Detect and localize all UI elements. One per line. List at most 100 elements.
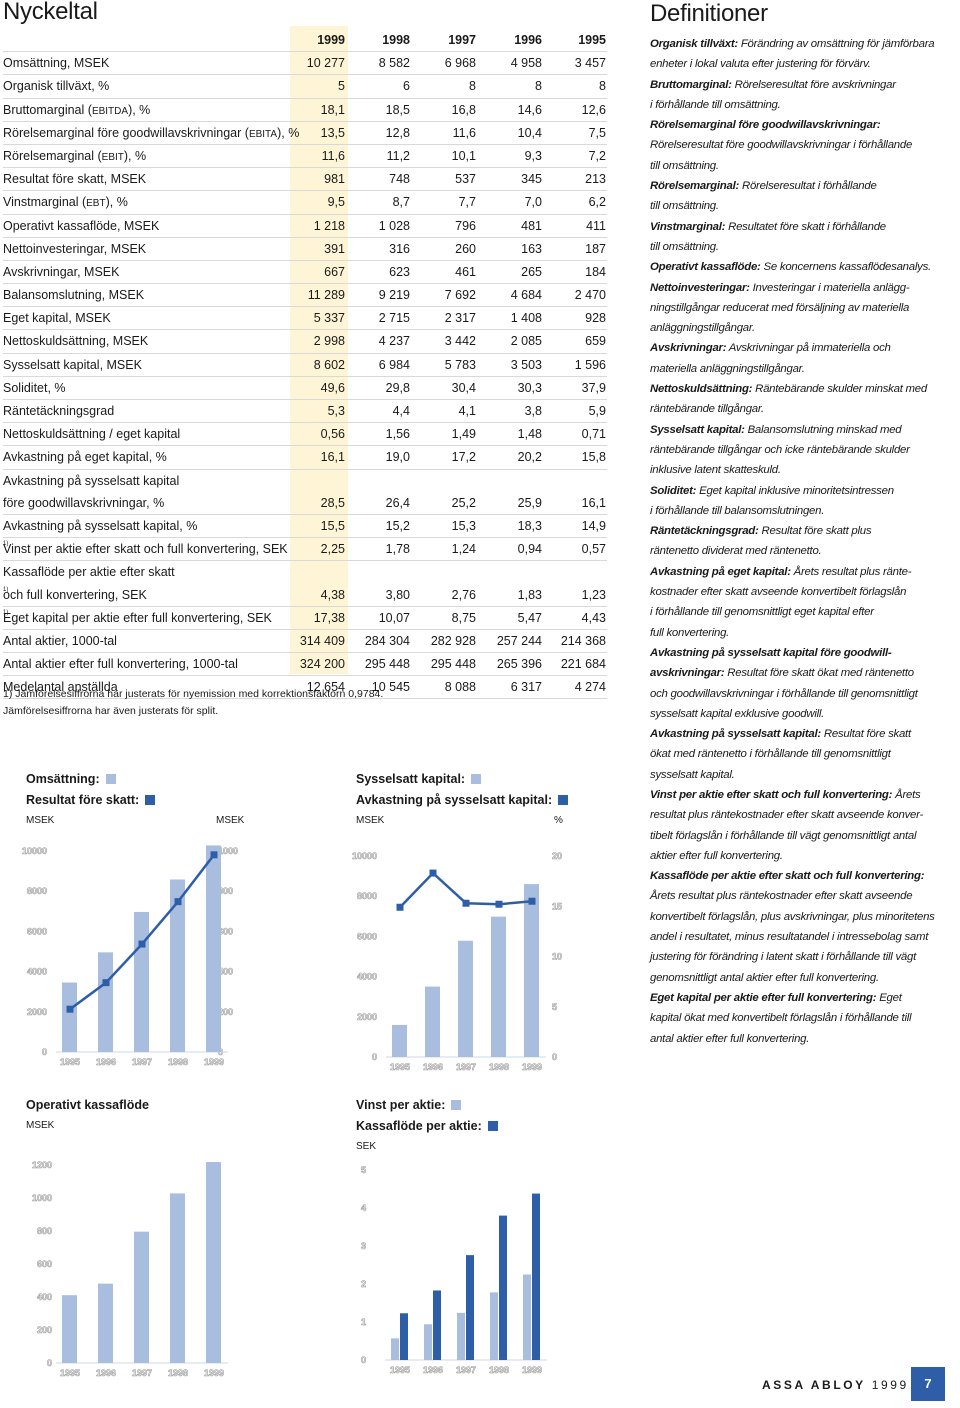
footnote-line: 1) Jämförelsesiffrorna har justerats för… xyxy=(3,688,384,700)
definition-text: materiella anläggningstillgångar. xyxy=(650,362,805,375)
definition-text: Rörelseresultat före avskrivningar xyxy=(734,78,896,91)
definitions-title: Definitioner xyxy=(650,0,768,27)
definition-text: Se koncernens kassaflödesanalys. xyxy=(763,261,932,274)
row-label: Avskrivningar, MSEK xyxy=(3,264,120,279)
table-cell: 461 xyxy=(455,264,476,279)
definition-item: Nettoskuldsättning: Räntebärande skulder… xyxy=(650,379,958,420)
table-cell: 6 968 xyxy=(444,56,476,71)
row-label: Nettoskuldsättning / eget kapital xyxy=(3,427,181,442)
definition-text: Förändring av omsättning för jämförbara xyxy=(740,38,935,50)
legend-swatch xyxy=(145,795,156,805)
y2-tick-label: 600 xyxy=(218,926,233,936)
x-tick-label: 1999 xyxy=(204,1368,224,1378)
row-label: Antal aktier, 1000-tal xyxy=(3,633,117,648)
table-cell: 0,56 xyxy=(320,427,345,442)
table-cell: 2 715 xyxy=(378,311,410,326)
definition-term: Vinst per aktie efter skatt och full kon… xyxy=(650,788,893,801)
y-tick-label: 4 xyxy=(361,1203,366,1213)
table-cell: 15,3 xyxy=(451,518,476,533)
year-header: 1998 xyxy=(382,33,410,47)
table-cell: 8 xyxy=(535,79,542,94)
table-cell: 6,2 xyxy=(588,195,606,210)
page-footer: ASSA ABLOY 1999 xyxy=(762,1378,909,1392)
line-point xyxy=(174,898,182,906)
table-cell: 295 448 xyxy=(364,657,410,672)
table-cell: 6 984 xyxy=(378,357,410,372)
definition-text: full konvertering. xyxy=(650,626,730,639)
legend-item: Vinst per aktie: xyxy=(356,1095,498,1116)
y-tick-label: 6000 xyxy=(27,926,47,936)
definition-term: Avkastning på sysselsatt kapital före go… xyxy=(650,646,892,659)
y2-tick-label: 400 xyxy=(218,967,233,977)
bar xyxy=(170,879,185,1052)
legend-item: Resultat före skatt: xyxy=(26,790,156,811)
table-cell: 3 457 xyxy=(574,56,606,71)
table-cell: 214 368 xyxy=(560,633,606,648)
table-row: Bruttomarginal (EBITDA), % 18,1 18,5 16,8 14… xyxy=(3,99,607,122)
table-cell: 8,75 xyxy=(451,610,476,625)
table-cell: 221 684 xyxy=(560,657,606,672)
table-cell: 25,9 xyxy=(517,495,542,510)
y-tick-label: 8000 xyxy=(357,891,377,901)
line-point xyxy=(138,940,146,948)
definition-text: justering för förändring i latent skatt … xyxy=(650,951,917,964)
table-cell: 3 442 xyxy=(444,334,476,349)
definition-text: Eget kapital inklusive minoritetsintress… xyxy=(699,484,894,497)
table-row: Sysselsatt kapital, MSEK 8 602 6 984 5 783 3… xyxy=(3,354,607,377)
table-cell: 659 xyxy=(585,334,606,349)
y-tick-label: 200 xyxy=(37,1325,52,1335)
table-row: Vinstmarginal (EBT), % 9,5 8,7 7,7 7,0 6,2 xyxy=(3,191,607,215)
definition-text: genomsnittligt antal aktier efter full k… xyxy=(650,971,879,984)
table-cell: 3,8 xyxy=(524,404,542,418)
definition-item: Sysselsatt kapital: Balansomslutning min… xyxy=(650,420,958,481)
table-cell: 5 xyxy=(338,79,345,94)
y-tick-label: 8000 xyxy=(27,886,47,896)
table-cell: 4,4 xyxy=(392,404,410,418)
bar xyxy=(391,1338,399,1360)
definition-text: Investeringar i materiella anlägg- xyxy=(752,281,910,294)
row-label: Nettoskuldsättning, MSEK xyxy=(3,334,149,349)
definition-text: Årets resultat plus räntekostnader efter… xyxy=(650,890,913,903)
table-cell: 16,8 xyxy=(451,102,476,117)
table-row: Avkastning på sysselsatt kapital xyxy=(3,470,607,492)
table-cell: 667 xyxy=(324,264,345,279)
row-label: Balansomslutning, MSEK xyxy=(3,288,145,303)
definition-text: räntebärande tillgångar. xyxy=(650,403,764,416)
table-row: Eget kapital per aktie efter full konver… xyxy=(3,607,607,630)
definition-item: Nettoinvesteringar: Investeringar i mate… xyxy=(650,278,958,339)
y-tick-label: 4000 xyxy=(27,967,47,977)
table-cell: 623 xyxy=(389,264,410,279)
row-label: Soliditet, % xyxy=(3,380,66,395)
table-cell: 26,4 xyxy=(385,495,410,510)
table-row: Rörelsemarginal (EBIT), % 11,6 11,2 10,1 9,3… xyxy=(3,145,607,169)
table-cell: 11,6 xyxy=(452,125,476,140)
table-cell: 25,2 xyxy=(451,495,476,510)
chart2-capital-return: 0 2000 4000 6000 8000 10000 0 5 10 15 20 1995 1996 19… xyxy=(352,851,563,1073)
table-cell: 537 xyxy=(455,172,476,187)
chart1-left-unit: MSEK xyxy=(26,815,55,826)
bar xyxy=(491,916,506,1057)
definition-term: Avkastning på sysselsatt kapital: xyxy=(650,728,821,741)
table-cell: 4 684 xyxy=(510,288,542,303)
line-point xyxy=(462,899,470,907)
line-point xyxy=(396,903,404,911)
table-row: Avskrivningar, MSEK 667 623 461 265 184 xyxy=(3,261,607,285)
row-label: före goodwillavskrivningar, % xyxy=(3,495,165,510)
bar xyxy=(400,1313,408,1360)
table-cell: 10,4 xyxy=(517,125,542,140)
definition-item: Avskrivningar: Avskrivningar på immateri… xyxy=(650,338,958,379)
table-cell: 11,2 xyxy=(386,148,410,163)
definition-text: till omsättning. xyxy=(650,240,719,253)
x-tick-label: 1995 xyxy=(60,1368,80,1378)
definition-term: Organisk tillväxt: xyxy=(650,38,738,50)
table-cell: 18,1 xyxy=(320,102,345,117)
table-cell: 282 928 xyxy=(430,633,476,648)
table-cell: 4,38 xyxy=(320,587,345,602)
table-cell: 0,71 xyxy=(581,427,606,442)
bar xyxy=(134,1231,149,1363)
key-figures-table: 1999 1998 1997 1996 1995 Omsättning, MSE… xyxy=(3,29,607,700)
table-row: före goodwillavskrivningar, % 28,5 26,4 25,… xyxy=(3,492,607,515)
table-row: Resultat före skatt, MSEK 981 748 537 345 213 xyxy=(3,168,607,192)
table-row: Kassaflöde per aktie efter skatt xyxy=(3,561,607,583)
definition-text: ökat med räntenetto i förhållande till g… xyxy=(650,748,891,761)
